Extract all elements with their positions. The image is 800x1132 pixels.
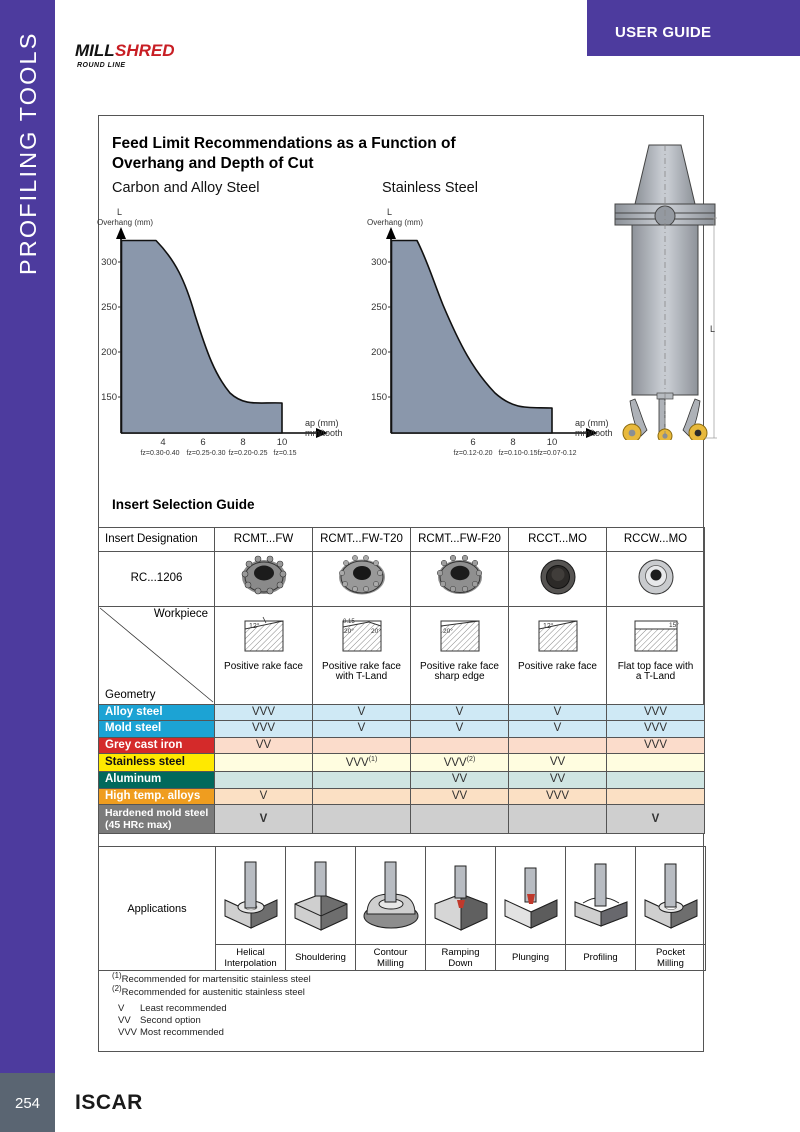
svg-text:L: L [387, 207, 392, 217]
svg-text:Overhang (mm): Overhang (mm) [97, 218, 153, 227]
svg-text:L: L [710, 324, 715, 334]
svg-text:0.15: 0.15 [343, 619, 355, 625]
svg-text:150: 150 [371, 392, 387, 403]
svg-text:Overhang (mm): Overhang (mm) [367, 218, 423, 227]
svg-text:300: 300 [101, 257, 117, 268]
svg-text:6: 6 [470, 437, 475, 448]
svg-text:fz=0.15: fz=0.15 [273, 450, 296, 455]
svg-text:fz=0.10-0.15: fz=0.10-0.15 [498, 450, 537, 455]
svg-text:20°: 20° [443, 627, 453, 635]
svg-text:10: 10 [547, 437, 558, 448]
svg-text:mm/tooth: mm/tooth [305, 428, 343, 438]
svg-text:fz=0.07-0.12: fz=0.07-0.12 [537, 450, 576, 455]
svg-text:ap (mm): ap (mm) [575, 418, 609, 428]
svg-text:8: 8 [510, 437, 515, 448]
svg-text:10: 10 [277, 437, 288, 448]
svg-text:ROUND LINE: ROUND LINE [77, 62, 126, 69]
svg-text:4: 4 [160, 437, 165, 448]
svg-text:8: 8 [240, 437, 245, 448]
svg-text:ap (mm): ap (mm) [305, 418, 339, 428]
svg-text:MILL: MILL [75, 41, 115, 60]
svg-text:20°: 20° [371, 627, 381, 635]
svg-text:12°: 12° [249, 622, 260, 630]
svg-text:6: 6 [200, 437, 205, 448]
svg-text:SHRED: SHRED [115, 41, 175, 60]
svg-text:300: 300 [371, 257, 387, 268]
svg-text:200: 200 [371, 347, 387, 358]
svg-text:fz=0.25-0.30: fz=0.25-0.30 [186, 450, 225, 455]
svg-text:L: L [117, 207, 122, 217]
svg-text:250: 250 [101, 302, 117, 313]
svg-text:150: 150 [101, 392, 117, 403]
svg-text:15°: 15° [669, 621, 679, 629]
svg-text:20°: 20° [344, 627, 354, 635]
svg-text:fz=0.20-0.25: fz=0.20-0.25 [228, 450, 267, 455]
svg-text:250: 250 [371, 302, 387, 313]
svg-text:fz=0.30-0.40: fz=0.30-0.40 [140, 450, 179, 455]
svg-text:fz=0.12-0.20: fz=0.12-0.20 [453, 450, 492, 455]
svg-text:12°: 12° [543, 622, 554, 630]
svg-text:200: 200 [101, 347, 117, 358]
